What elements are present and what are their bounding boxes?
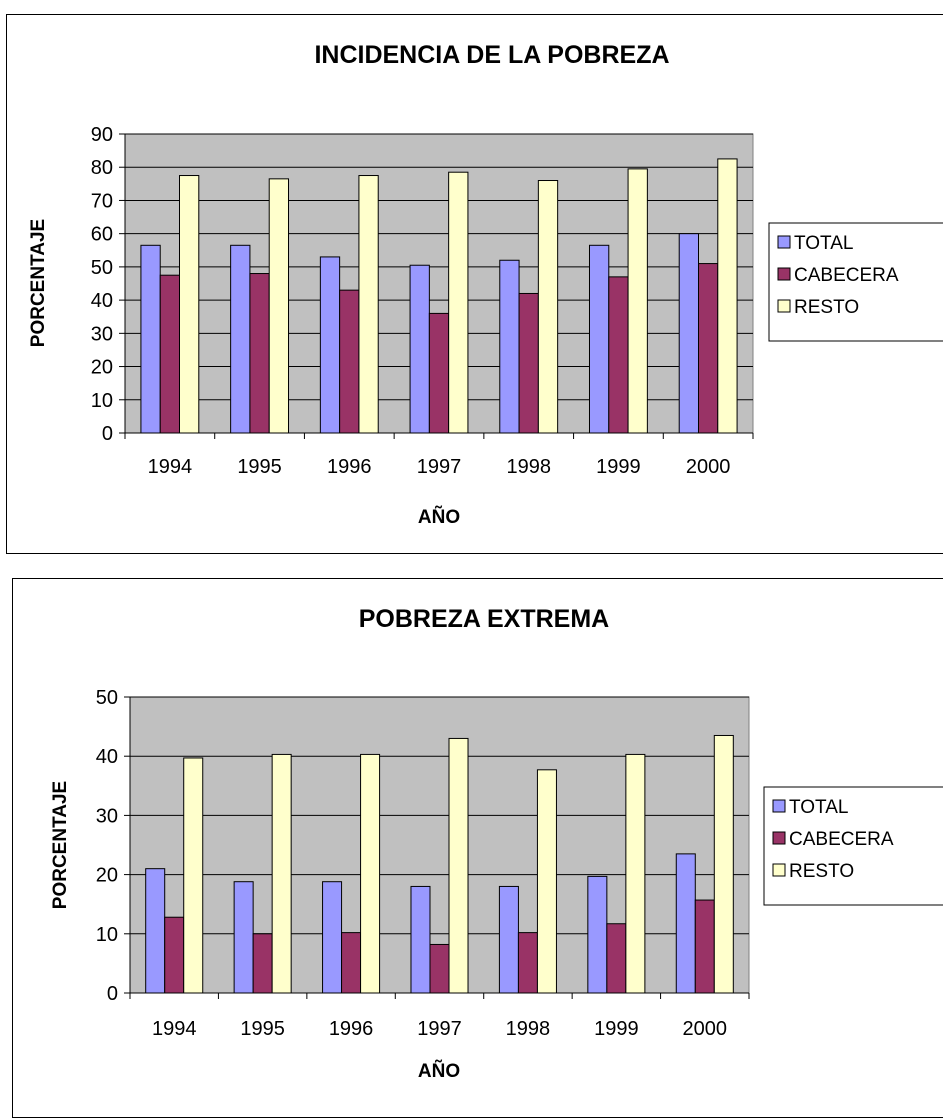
bar bbox=[499, 259, 520, 434]
legend-swatch bbox=[777, 267, 791, 281]
y-tick-label: 80 bbox=[91, 157, 113, 179]
x-axis-label: AÑO bbox=[418, 1060, 460, 1082]
bar bbox=[448, 737, 469, 994]
legend-swatch bbox=[777, 235, 791, 249]
legend-label: TOTAL bbox=[789, 797, 848, 818]
y-tick-label: 0 bbox=[102, 423, 113, 445]
bar bbox=[164, 916, 185, 994]
legend-label: RESTO bbox=[789, 861, 854, 882]
bar bbox=[140, 244, 161, 434]
bar bbox=[230, 244, 251, 434]
bar bbox=[428, 312, 450, 434]
bar bbox=[588, 244, 610, 434]
bar bbox=[339, 289, 360, 434]
legend-swatch bbox=[772, 799, 786, 813]
x-tick-label: 1999 bbox=[596, 456, 641, 478]
bar bbox=[358, 175, 379, 434]
chart-incidencia-svg: INCIDENCIA DE LA POBREZA AÑO PORCENTAJE … bbox=[28, 41, 943, 528]
bar bbox=[360, 753, 381, 994]
x-tick-label: 1996 bbox=[327, 456, 372, 478]
y-tick-label: 10 bbox=[91, 390, 113, 412]
legend-box bbox=[768, 222, 943, 342]
bar bbox=[319, 256, 341, 434]
bar bbox=[183, 757, 204, 994]
x-tick-label: 1997 bbox=[417, 1018, 462, 1040]
bar bbox=[518, 292, 539, 434]
bar bbox=[625, 753, 646, 994]
bar bbox=[627, 168, 648, 434]
y-axis-label: PORCENTAJE bbox=[28, 219, 49, 347]
bar bbox=[713, 734, 734, 994]
legend-box bbox=[763, 786, 943, 906]
y-tick-label: 30 bbox=[96, 805, 118, 827]
bar bbox=[448, 171, 469, 434]
y-axis-label: PORCENTAJE bbox=[50, 781, 71, 909]
bar bbox=[429, 943, 450, 994]
chart-title: INCIDENCIA DE LA POBREZA bbox=[314, 41, 669, 69]
bar bbox=[536, 769, 557, 994]
y-tick-label: 40 bbox=[96, 746, 118, 768]
legend-swatch bbox=[772, 831, 786, 845]
chart-panel-pobreza-extrema: POBREZA EXTREMA AÑO PORCENTAJE 0 10 20 30 40… bbox=[12, 578, 943, 1118]
legend-swatch bbox=[772, 863, 786, 877]
x-tick-label: 2000 bbox=[683, 1018, 728, 1040]
bar bbox=[249, 273, 270, 434]
y-tick-label: 0 bbox=[107, 983, 118, 1005]
x-tick-label: 1994 bbox=[152, 1018, 197, 1040]
x-tick-label: 1995 bbox=[240, 1018, 285, 1040]
chart-title: POBREZA EXTREMA bbox=[359, 605, 609, 633]
y-tick-label: 10 bbox=[96, 924, 118, 946]
x-tick-label: 1997 bbox=[417, 456, 462, 478]
y-tick-label: 40 bbox=[91, 290, 113, 312]
bar bbox=[409, 264, 430, 434]
bar bbox=[498, 885, 519, 994]
bar bbox=[608, 276, 629, 434]
bar bbox=[606, 923, 627, 994]
x-axis-label: AÑO bbox=[418, 506, 460, 528]
bar bbox=[341, 932, 362, 994]
x-tick-label: 1996 bbox=[329, 1018, 374, 1040]
x-tick-label: 1994 bbox=[148, 456, 193, 478]
bar bbox=[252, 933, 273, 994]
bar bbox=[697, 263, 719, 434]
x-tick-label: 1999 bbox=[594, 1018, 639, 1040]
y-tick-label: 50 bbox=[91, 257, 113, 279]
chart-panel-incidencia: INCIDENCIA DE LA POBREZA AÑO PORCENTAJE … bbox=[6, 14, 943, 554]
bar bbox=[322, 881, 343, 994]
x-tick-label: 1998 bbox=[506, 1018, 551, 1040]
y-tick-label: 70 bbox=[91, 190, 113, 212]
y-tick-label: 20 bbox=[96, 865, 118, 887]
bar bbox=[587, 875, 608, 994]
bar bbox=[268, 178, 290, 434]
chart-pobreza-extrema-svg: POBREZA EXTREMA AÑO PORCENTAJE 0 10 20 30 40… bbox=[50, 605, 943, 1082]
bar bbox=[159, 274, 181, 434]
bar bbox=[410, 885, 431, 994]
plot-area bbox=[129, 696, 750, 994]
x-tick-label: 1995 bbox=[237, 456, 282, 478]
bar bbox=[678, 233, 699, 434]
legend-label: RESTO bbox=[794, 297, 859, 318]
bar bbox=[233, 881, 254, 994]
y-tick-label: 20 bbox=[91, 357, 113, 379]
bar bbox=[145, 868, 166, 994]
bar bbox=[271, 753, 292, 994]
x-tick-label: 2000 bbox=[686, 456, 731, 478]
legend-label: CABECERA bbox=[789, 829, 894, 850]
bar bbox=[517, 932, 538, 994]
y-tick-label: 30 bbox=[91, 323, 113, 345]
bar bbox=[675, 853, 696, 994]
y-tick-label: 60 bbox=[91, 224, 113, 246]
legend-label: CABECERA bbox=[794, 265, 899, 286]
x-tick-label: 1998 bbox=[506, 456, 551, 478]
bar bbox=[717, 158, 738, 434]
bar bbox=[537, 180, 559, 434]
bar bbox=[694, 899, 715, 994]
legend-label: TOTAL bbox=[794, 233, 853, 254]
bar bbox=[179, 175, 200, 434]
y-tick-label: 90 bbox=[91, 124, 113, 146]
y-tick-label: 50 bbox=[96, 687, 118, 709]
legend-swatch bbox=[777, 299, 791, 313]
